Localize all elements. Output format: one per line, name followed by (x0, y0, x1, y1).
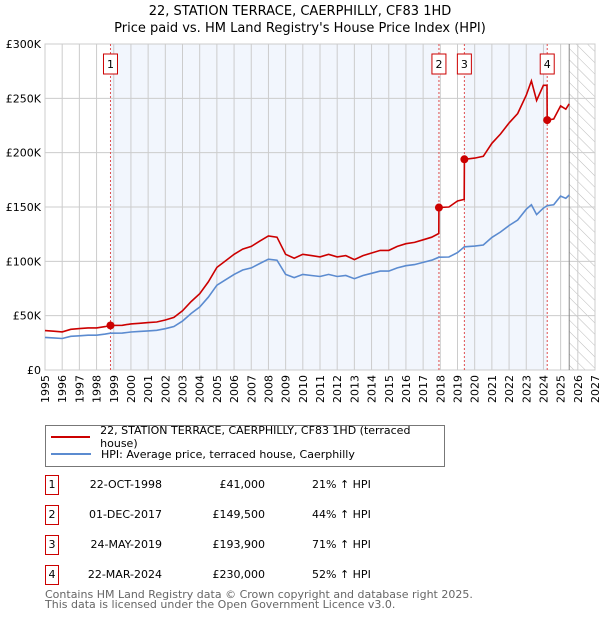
y-tick-label: £50K (13, 310, 42, 323)
x-tick-label: 2015 (383, 375, 396, 403)
x-tick-label: 2012 (331, 375, 344, 403)
y-tick-label: £200K (6, 147, 42, 160)
legend-label: 22, STATION TERRACE, CAERPHILLY, CF83 1H… (100, 424, 411, 450)
legend-item-property: 22, STATION TERRACE, CAERPHILLY, CF83 1H… (51, 424, 444, 450)
x-tick-label: 2017 (417, 375, 430, 403)
x-tick-label: 2001 (142, 375, 155, 403)
x-tick-label: 2007 (245, 375, 258, 403)
hpi-line (44, 194, 570, 340)
footer-copyright: Contains HM Land Registry data © Crown c… (45, 588, 473, 601)
y-tick-label: £100K (6, 255, 42, 268)
sale-hpi-diff: 52% ↑ HPI (312, 568, 371, 581)
x-tick-label: 2019 (452, 375, 465, 403)
sale-hpi-diff: 44% ↑ HPI (312, 508, 371, 521)
x-tick-label: 2009 (280, 375, 293, 403)
chart-subtitle: Price paid vs. HM Land Registry's House … (114, 21, 486, 36)
legend-item-hpi: HPI: Average price, terraced house, Caer… (51, 446, 355, 462)
sale-point (460, 155, 469, 164)
legend: 22, STATION TERRACE, CAERPHILLY, CF83 1H… (45, 424, 445, 467)
legend-swatch-blue (51, 453, 91, 455)
footer-licence: This data is licensed under the Open Gov… (45, 598, 396, 611)
x-tick-label: 2013 (348, 375, 361, 403)
sale-row: 4 22-MAR-2024 £230,000 52% ↑ HPI (45, 565, 465, 587)
sale-point (434, 203, 443, 212)
x-tick-label: 2022 (503, 375, 516, 403)
x-tick-label: 2008 (262, 375, 275, 403)
sale-date: 24-MAY-2019 (90, 538, 162, 551)
sale-marker-label: 2 (435, 58, 442, 71)
x-tick-label: 1999 (108, 375, 121, 403)
sale-price: £41,000 (219, 478, 266, 491)
x-tick-label: 2006 (228, 375, 241, 403)
x-tick-label: 1998 (91, 375, 104, 403)
x-tick-label: 2005 (211, 375, 224, 403)
sale-hpi-diff: 21% ↑ HPI (312, 478, 371, 491)
sale-number: 4 (45, 565, 59, 585)
sale-row: 3 24-MAY-2019 £193,900 71% ↑ HPI (45, 535, 465, 557)
x-tick-label: 1997 (73, 375, 86, 403)
sale-marker-label: 1 (107, 58, 114, 71)
y-tick-label: £250K (6, 92, 42, 105)
x-tick-label: 2020 (469, 375, 482, 403)
x-tick-label: 2000 (125, 375, 138, 403)
sale-row: 2 01-DEC-2017 £149,500 44% ↑ HPI (45, 505, 465, 527)
sale-point (543, 116, 552, 125)
x-tick-label: 2014 (366, 375, 379, 403)
x-tick-label: 2011 (314, 375, 327, 403)
sale-price: £230,000 (212, 568, 266, 581)
x-tick-label: 2024 (537, 375, 550, 403)
x-tick-label: 2016 (400, 375, 413, 403)
x-tick-label: 2010 (297, 375, 310, 403)
x-tick-label: 2004 (194, 375, 207, 403)
legend-swatch-red (51, 436, 91, 438)
y-tick-label: £0 (27, 364, 41, 377)
sale-marker-box (102, 53, 118, 75)
x-tick-label: 2003 (177, 375, 190, 403)
sale-marker-label: 3 (461, 58, 468, 71)
sale-row: 1 22-OCT-1998 £41,000 21% ↑ HPI (45, 475, 465, 497)
sale-price: £149,500 (212, 508, 266, 521)
sale-point (106, 321, 115, 330)
sale-number: 2 (45, 505, 59, 525)
plot-border (44, 43, 596, 371)
x-tick-label: 2021 (486, 375, 499, 403)
price-chart: 1995 1996 1997 1998 1999 2000 2001 2002 2003 2004… (6, 38, 600, 403)
x-tick-label: 1996 (56, 375, 69, 403)
y-tick-label: £150K (6, 201, 42, 214)
sale-marker-box (456, 53, 472, 75)
sale-date: 22-OCT-1998 (89, 478, 162, 491)
sale-number: 3 (45, 535, 59, 555)
property-price-line (44, 78, 570, 333)
chart-title: 22, STATION TERRACE, CAERPHILLY, CF83 1H… (148, 4, 452, 19)
x-tick-label: 2025 (555, 375, 568, 403)
footer: Contains HM Land Registry data © Crown c… (45, 588, 473, 611)
legend-label: HPI: Average price, terraced house, Caer… (101, 447, 355, 461)
sale-hpi-diff: 71% ↑ HPI (312, 538, 371, 551)
sale-number: 1 (45, 475, 59, 495)
x-tick-label: 2026 (572, 375, 585, 403)
sale-date: 22-MAR-2024 (87, 568, 162, 581)
x-tick-label: 2002 (159, 375, 172, 403)
sale-date: 01-DEC-2017 (88, 508, 162, 521)
x-tick-label: 2023 (520, 375, 533, 403)
sale-marker-box (539, 53, 555, 75)
sale-marker-box (431, 53, 447, 75)
x-tick-label: 1995 (39, 375, 52, 403)
sale-price: £193,900 (212, 538, 266, 551)
y-tick-label: £300K (6, 38, 42, 51)
sale-marker-label: 4 (544, 58, 551, 71)
x-tick-label: 2018 (434, 375, 447, 403)
x-tick-label: 2027 (589, 375, 600, 403)
